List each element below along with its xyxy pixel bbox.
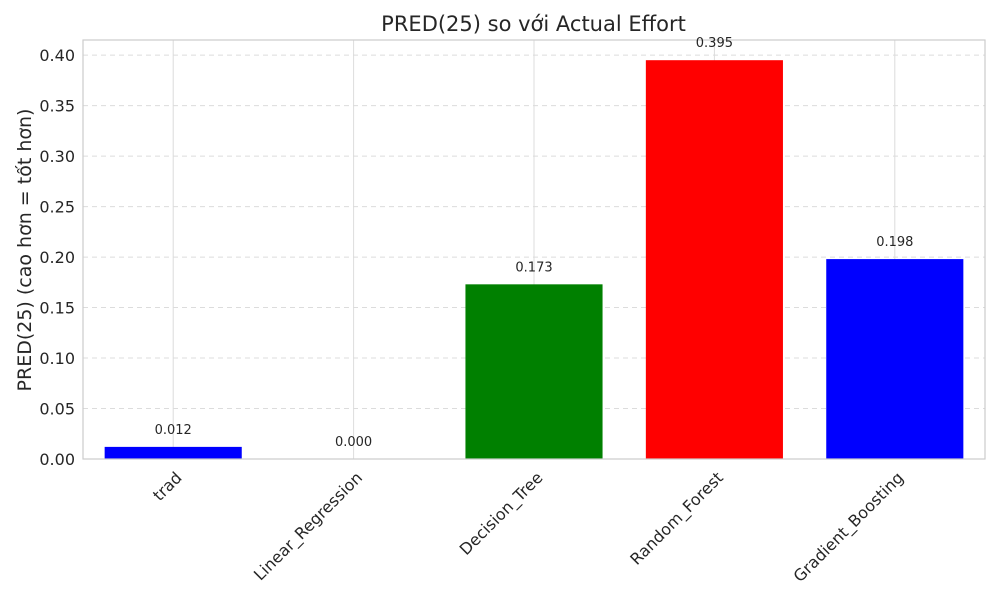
bars (104, 60, 964, 459)
y-tick-label: 0.25 (39, 198, 75, 217)
bar-value-label: 0.000 (335, 435, 372, 450)
y-tick-label: 0.40 (39, 46, 75, 65)
y-axis-label: PRED(25) (cao hơn = tốt hơn) (14, 109, 36, 392)
y-tick-label: 0.35 (39, 97, 75, 116)
bar-value-label: 0.012 (155, 423, 192, 438)
bar (826, 259, 964, 459)
y-tick-label: 0.15 (39, 299, 75, 318)
y-tick-label: 0.05 (39, 400, 75, 419)
bar-value-label: 0.173 (515, 260, 552, 275)
y-tick-label: 0.00 (39, 450, 75, 469)
bar (465, 284, 603, 459)
plot-frame (82, 39, 986, 460)
bar-value-label: 0.395 (696, 36, 733, 51)
bar (104, 446, 242, 459)
y-tick-label: 0.20 (39, 248, 75, 267)
bar-value-label: 0.198 (876, 235, 913, 250)
y-tick-label: 0.30 (39, 147, 75, 166)
chart-title: PRED(25) so với Actual Effort (381, 12, 686, 36)
bar (645, 60, 783, 459)
y-tick-label: 0.10 (39, 349, 75, 368)
plot-border (82, 39, 986, 460)
